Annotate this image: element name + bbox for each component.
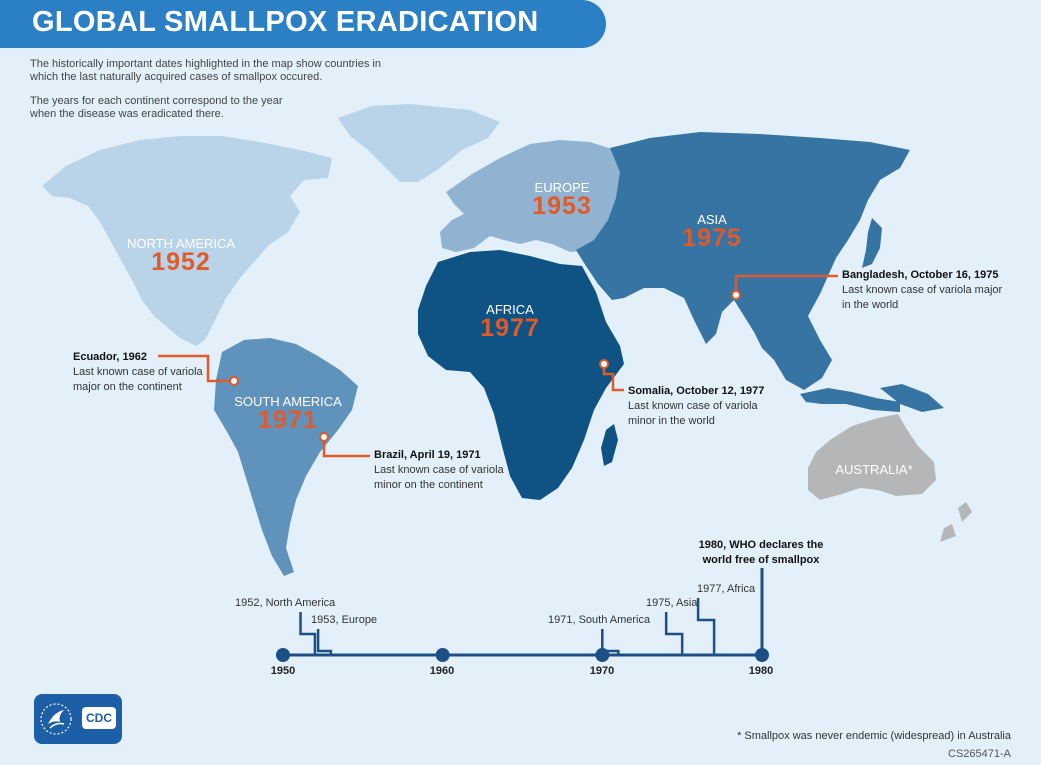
bangladesh-callout-text-2: in the world xyxy=(842,299,899,311)
cdc-logo-text: CDC xyxy=(82,707,116,729)
south-america-label: SOUTH AMERICA xyxy=(234,394,342,409)
asia-year: 1975 xyxy=(682,224,742,252)
japan-shape xyxy=(862,218,882,268)
somalia-callout-text-2: minor in the world xyxy=(628,415,715,427)
somalia-marker xyxy=(599,359,609,369)
bangladesh-marker xyxy=(731,290,741,300)
title-banner: GLOBAL SMALLPOX ERADICATION xyxy=(0,0,606,48)
ecuador-leader-line xyxy=(158,354,234,383)
ecuador-callout: Ecuador, 1962 Last known case of variola… xyxy=(73,350,203,395)
hhs-eagle-icon xyxy=(40,703,72,735)
brazil-leader-line xyxy=(322,437,370,458)
africa-year: 1977 xyxy=(480,314,540,342)
south-america-shape xyxy=(214,338,358,576)
timeline xyxy=(276,568,769,662)
new-guinea-shape xyxy=(880,384,944,412)
bangladesh-callout-title: Bangladesh, October 16, 1975 xyxy=(842,269,999,281)
ecuador-callout-text-1: Last known case of variola xyxy=(73,366,203,378)
north-america-year: 1952 xyxy=(151,248,211,276)
asia-shape xyxy=(576,132,910,390)
timeline-event-connector-1971 xyxy=(601,629,620,655)
document-code: CS265471-A xyxy=(948,748,1011,760)
ecuador-callout-title: Ecuador, 1962 xyxy=(73,351,147,363)
timeline-event-connector-1975 xyxy=(664,612,684,655)
timeline-event-1953: 1953, Europe xyxy=(311,614,378,626)
ecuador-callout-text-2: major on the continent xyxy=(73,381,182,393)
europe-label: EUROPE xyxy=(534,180,590,195)
page-title: GLOBAL SMALLPOX ERADICATION xyxy=(32,6,539,38)
greenland-shape xyxy=(338,104,500,182)
timeline-event-connector-1977 xyxy=(696,598,716,655)
africa-shape xyxy=(418,250,624,500)
brazil-callout-text-2: minor on the continent xyxy=(374,479,483,491)
intro-paragraph-1: The historically important dates highlig… xyxy=(30,58,381,83)
timeline-decade-marker-1980 xyxy=(755,648,769,662)
south-america-year: 1971 xyxy=(258,406,318,434)
somalia-callout-title: Somalia, October 12, 1977 xyxy=(628,385,765,397)
footnote: * Smallpox was never endemic (widespread… xyxy=(737,730,1011,742)
africa-label: AFRICA xyxy=(486,302,534,317)
ecuador-marker xyxy=(229,376,239,386)
bangladesh-leader-line xyxy=(734,274,838,295)
timeline-decade-1960: 1960 xyxy=(429,665,455,677)
timeline-event-1977: 1977, Africa xyxy=(697,583,756,595)
north-america-shape xyxy=(42,136,332,346)
bangladesh-callout: Bangladesh, October 16, 1975 Last known … xyxy=(842,268,1002,313)
somalia-callout-text-1: Last known case of variola xyxy=(628,400,758,412)
somalia-callout: Somalia, October 12, 1977 Last known cas… xyxy=(628,384,764,429)
who-declaration-label: 1980, WHO declares the world free of sma… xyxy=(690,538,832,568)
australia-label: AUSTRALIA* xyxy=(835,462,913,477)
madagascar-shape xyxy=(601,424,618,466)
australia-shape xyxy=(808,414,936,500)
new-zealand-shape xyxy=(940,502,972,542)
europe-shape xyxy=(440,140,626,252)
north-america-label: NORTH AMERICA xyxy=(126,236,236,251)
timeline-event-connector-1952 xyxy=(299,612,317,655)
bangladesh-callout-text-1: Last known case of variola major xyxy=(842,284,1003,296)
timeline-decade-1970: 1970 xyxy=(589,665,615,677)
timeline-decade-marker-1950 xyxy=(276,648,290,662)
timeline-decade-marker-1970 xyxy=(595,648,610,662)
somalia-leader-line xyxy=(602,364,624,392)
timeline-event-1952: 1952, North America xyxy=(235,597,336,609)
timeline-decade-marker-1960 xyxy=(435,648,450,662)
brazil-callout-text-1: Last known case of variola xyxy=(374,464,504,476)
who-declaration-line-1: 1980, WHO declares the xyxy=(698,539,824,551)
intro-paragraph-2: The years for each continent correspond … xyxy=(30,95,283,120)
timeline-decade-1980: 1980 xyxy=(748,665,774,677)
timeline-decade-1950: 1950 xyxy=(270,665,296,677)
timeline-event-1975: 1975, Asia xyxy=(646,597,698,609)
timeline-event-connector-1953 xyxy=(316,629,333,655)
brazil-callout: Brazil, April 19, 1971 Last known case o… xyxy=(374,448,504,493)
europe-year: 1953 xyxy=(532,192,592,220)
brazil-callout-title: Brazil, April 19, 1971 xyxy=(374,449,481,461)
hhs-cdc-logo: CDC xyxy=(34,694,122,744)
who-declaration-line-2: world free of smallpox xyxy=(702,554,820,566)
brazil-marker xyxy=(319,432,329,442)
indonesia-shape xyxy=(800,388,900,412)
timeline-event-1971: 1971, South America xyxy=(548,614,651,626)
asia-label: ASIA xyxy=(697,212,727,227)
